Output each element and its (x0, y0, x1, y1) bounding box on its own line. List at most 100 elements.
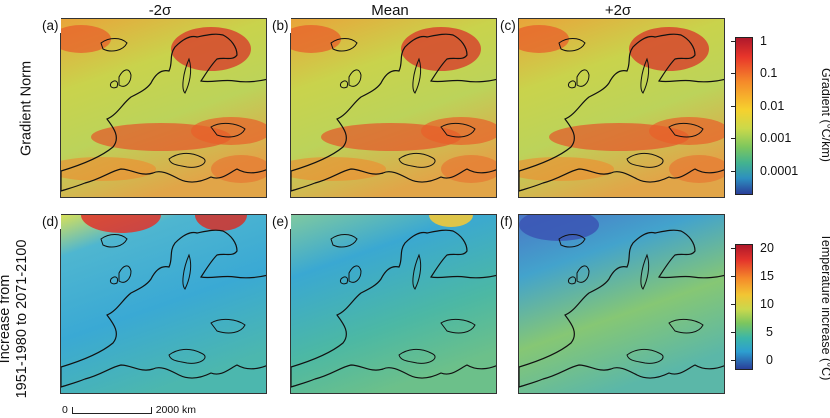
temperature-tick-20: 20 (760, 241, 774, 255)
map-svg (61, 19, 266, 197)
map-svg (519, 19, 724, 197)
coastline (182, 57, 192, 94)
map-panel-c (518, 18, 725, 198)
map-svg (61, 215, 266, 393)
coastline (440, 122, 476, 138)
coastline (210, 122, 246, 138)
coastline (519, 229, 724, 388)
coastline (398, 152, 436, 168)
gradient-colorbar-title: Gradient (°C/km) (819, 68, 830, 162)
temperature-colorbar (735, 244, 753, 370)
map-svg (291, 19, 496, 197)
warming-hotspot (429, 215, 473, 227)
coastline (576, 69, 590, 87)
row-label-line: Increase from (0, 274, 13, 364)
coastline (558, 234, 586, 248)
gradient-hotspot (519, 25, 569, 53)
gradient-hotspot (171, 27, 251, 71)
row-label-gradient-norm: Gradient Norm (19, 34, 36, 184)
gradient-tick-0-01: 0.01 (760, 99, 785, 113)
coastline (182, 253, 192, 290)
coastline (110, 80, 118, 89)
panel-letter-f: (f) (498, 214, 515, 229)
coastline (558, 38, 586, 52)
gradient-tick-0-001: 0.001 (760, 131, 792, 145)
scale-bar-start: 0 (62, 404, 68, 416)
coastline (291, 33, 496, 192)
map-background (291, 215, 496, 393)
map-panel-e (290, 214, 497, 394)
coastline (330, 234, 358, 248)
cooling-region (519, 215, 599, 241)
panel-letter-a: (a) (40, 18, 61, 33)
gradient-tick-0-1: 0.1 (760, 66, 778, 80)
row-label-line: Gradient Norm (18, 60, 35, 157)
map-panel-b (290, 18, 497, 198)
coastline (640, 253, 650, 290)
panel-letter-e: (e) (270, 214, 291, 229)
coastline (168, 348, 206, 364)
coastline (519, 33, 724, 192)
coastline (340, 276, 348, 285)
temperature-colorbar-title: Temperature increase (°C) (819, 233, 830, 381)
coastline (110, 276, 118, 285)
coastline (348, 265, 362, 283)
column-title-plus-2sigma: +2σ (604, 2, 632, 19)
coastline (568, 80, 576, 89)
row-label-line: 1951-1980 to 2071-2100 (14, 239, 30, 399)
map-panel-d (60, 214, 267, 394)
coastline (210, 318, 246, 334)
temperature-tick-10: 10 (760, 297, 774, 311)
gradient-tick-1: 1 (760, 34, 767, 48)
coastline (118, 69, 132, 87)
panel-letter-b: (b) (270, 18, 291, 33)
coastline (412, 57, 422, 94)
coastline (348, 69, 362, 87)
map-panel-a (60, 18, 267, 198)
coastline (100, 38, 128, 52)
temperature-tick-15: 15 (760, 269, 774, 283)
coastline (340, 80, 348, 89)
coastline (640, 57, 650, 94)
coastline (118, 265, 132, 283)
coastline (61, 33, 266, 192)
row-label-temperature-increase: Increase from 1951-1980 to 2071-2100 (0, 229, 31, 409)
temperature-tick-0: 0 (766, 353, 773, 367)
coastline (291, 229, 496, 388)
coastline (668, 122, 704, 138)
panel-letter-c: (c) (498, 18, 518, 33)
gradient-hotspot (401, 27, 481, 71)
scale-bar: 0 2000 km (62, 405, 196, 416)
map-svg (291, 215, 496, 393)
column-title-mean: Mean (371, 2, 409, 19)
map-svg (519, 215, 724, 393)
gradient-hotspot (291, 25, 341, 53)
coastline (412, 253, 422, 290)
column-title-minus-2sigma: -2σ (148, 2, 172, 19)
coastline (626, 152, 664, 168)
map-background (519, 215, 724, 393)
coastline (398, 348, 436, 364)
warming-hotspot (195, 215, 247, 231)
coastline (440, 318, 476, 334)
map-panel-f (518, 214, 725, 394)
gradient-colorbar (735, 37, 753, 195)
coastline (576, 265, 590, 283)
coastline (626, 348, 664, 364)
coastline (668, 318, 704, 334)
gradient-hotspot (191, 117, 266, 145)
gradient-hotspot (629, 27, 709, 71)
warming-hotspot (81, 215, 161, 233)
map-background (61, 215, 266, 393)
scale-bar-line (71, 407, 152, 414)
coastline (168, 152, 206, 168)
coastline (61, 229, 266, 388)
gradient-hotspot (649, 117, 724, 145)
temperature-tick-5: 5 (766, 325, 773, 339)
coastline (100, 234, 128, 248)
panel-letter-d: (d) (40, 214, 61, 229)
coastline (330, 38, 358, 52)
gradient-hotspot (61, 25, 111, 53)
coastline (568, 276, 576, 285)
gradient-tick-0-0001: 0.0001 (760, 164, 799, 178)
